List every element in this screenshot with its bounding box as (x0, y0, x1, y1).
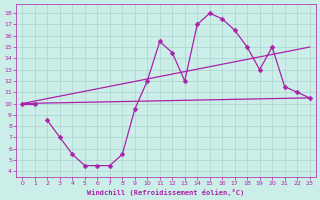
X-axis label: Windchill (Refroidissement éolien,°C): Windchill (Refroidissement éolien,°C) (87, 189, 245, 196)
